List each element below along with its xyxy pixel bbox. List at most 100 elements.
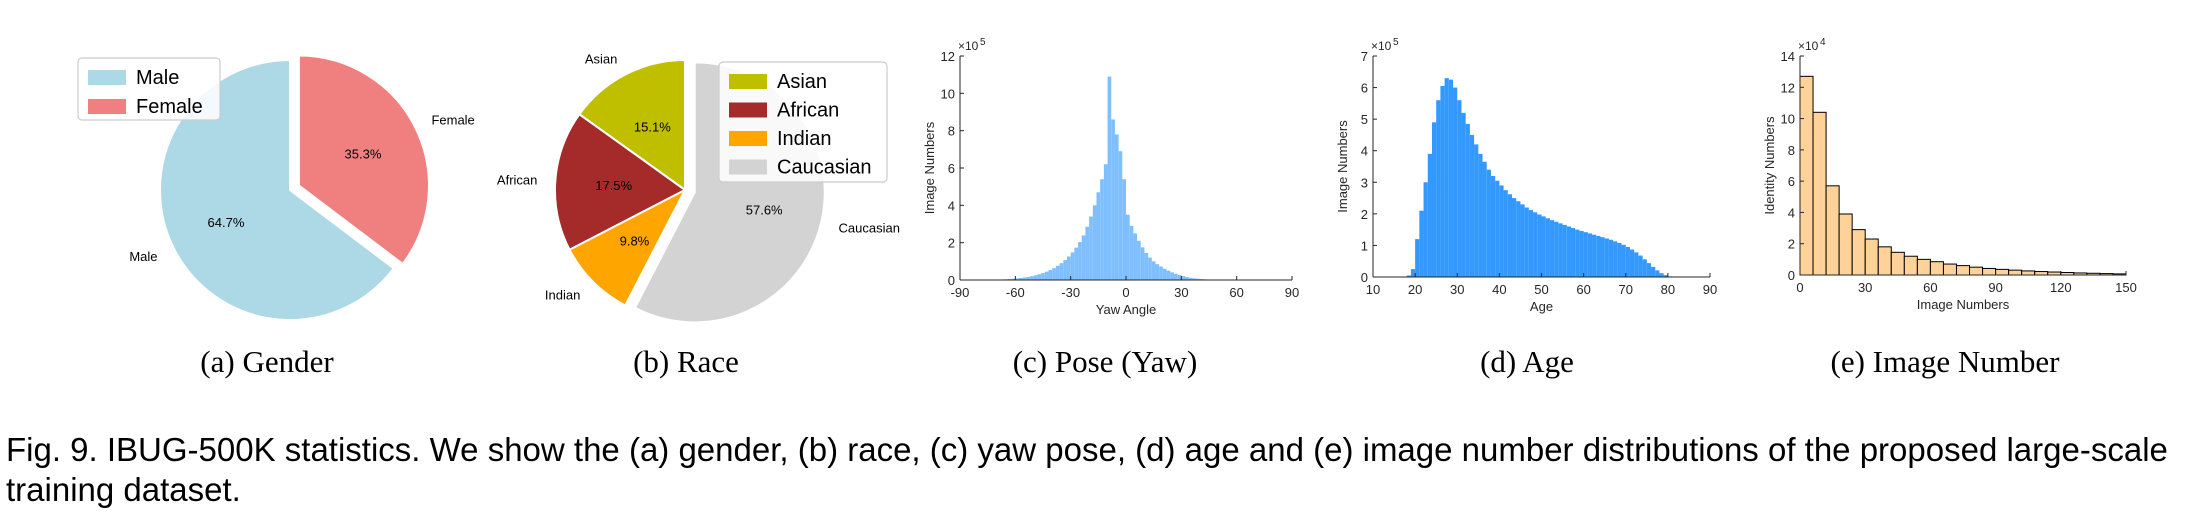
histogram-bar [1864,238,1879,276]
y-tick-label: 7 [1361,49,1368,64]
histogram-bar [1022,277,1027,280]
histogram-bar [1613,241,1618,277]
histogram-bar [1469,134,1475,277]
pie-chart-0: 64.7% Male 35.3% Female Male Female [77,54,475,321]
y-axis-multiplier: ×10 [1798,39,1819,53]
y-axis-exponent: 5 [1393,37,1399,48]
histogram-bar [1140,247,1145,280]
histogram-bar [1890,251,1905,276]
y-tick-label: 0 [1361,270,1368,285]
x-tick-label: 90 [1988,280,2002,295]
histogram-bar [1575,229,1580,277]
histogram-bar [1133,233,1138,280]
histogram-bar [1608,239,1614,277]
histogram-bar [1052,268,1056,280]
x-tick-label: 90 [1285,285,1299,300]
histogram-bar [1982,267,1997,276]
y-axis-title: Image Numbers [1335,120,1350,213]
histogram-bar [1148,257,1152,280]
pie-value-label-caucasian: 57.6% [746,202,783,217]
y-tick-label: 12 [941,49,955,64]
histogram-bar [1159,266,1163,280]
subcaption-pose: (c) Pose (Yaw) [1013,344,1198,379]
histogram-bar [1545,218,1550,277]
histogram-bar [1566,226,1571,277]
legend-swatch-male [88,70,126,85]
histogram-bar [1155,264,1160,280]
histogram-bar [1126,214,1130,280]
x-tick-label: 10 [1366,282,1380,297]
histogram-bar [1651,266,1656,277]
histogram-bar [1055,265,1060,280]
histogram-bar [1942,263,1957,276]
x-tick-label: -90 [951,285,970,300]
histogram-bar [1048,270,1053,280]
histogram-bar [1587,233,1593,277]
x-tick-label: 70 [1619,282,1633,297]
pie-slice-female [297,54,430,266]
pie-value-label-indian: 9.8% [620,234,650,249]
legend-swatch-indian [729,131,767,146]
y-tick-label: 4 [1361,144,1368,159]
histogram-bar [1415,239,1420,277]
histogram-bar [1118,151,1123,280]
histogram-bar [1629,249,1635,277]
x-tick-label: 0 [1796,280,1803,295]
legend-swatch-asian [729,74,767,89]
y-tick-label: 0 [1788,268,1795,283]
histogram-bar [1554,221,1559,277]
histogram-bar [1524,207,1529,277]
y-tick-label: 10 [941,86,955,101]
histogram-bar [1995,268,2010,276]
histogram-bar [1929,261,1944,276]
histogram-bar [1089,216,1093,280]
histogram-bar [1144,252,1149,280]
pie-value-label-asian: 15.1% [634,119,671,134]
histogram-bar [1537,214,1542,277]
x-tick-label: 40 [1492,282,1506,297]
histogram-bar [1642,259,1647,277]
histogram-bar [1799,75,1814,276]
x-axis-title: Age [1530,299,1553,314]
histogram-bar [1129,225,1134,280]
y-tick-label: 0 [948,273,955,288]
x-tick-label: 60 [1576,282,1590,297]
histogram-bar [1646,263,1652,277]
histogram-bar [1026,276,1031,280]
histogram-bar [1041,273,1045,280]
histogram-bar [1516,201,1521,277]
histogram-bar [1192,278,1197,280]
histogram-bar [1507,194,1513,277]
histogram-bar [1520,204,1525,277]
pie-slice-indian [568,187,688,307]
legend-swatch-african [729,102,767,118]
pie-category-label-african: African [497,172,537,187]
pie-value-label-female: 35.3% [345,147,382,162]
x-tick-label: 120 [2050,280,2072,295]
x-axis-title: Yaw Angle [1096,302,1156,317]
histogram-bar [1107,76,1112,281]
histogram-bar [1490,175,1496,277]
histogram-bar [1196,278,1200,280]
histogram-bar [1486,169,1491,277]
histogram-bar [1044,271,1049,280]
histogram-bar [1549,220,1555,277]
pie-category-label-male: Male [129,249,157,264]
x-tick-label: 80 [1661,282,1675,297]
histogram-bar [1078,242,1082,280]
legend-box [718,61,888,183]
histogram-bar [1478,153,1483,277]
y-tick-label: 12 [1781,80,1795,95]
histogram-bar [1453,87,1458,277]
y-tick-label: 6 [1788,174,1795,189]
histogram-bar [1427,153,1432,277]
legend-entry-african: African [777,100,839,122]
histogram-bar [1955,265,1971,276]
histogram-bar [1185,277,1189,280]
pie-category-label-caucasian: Caucasian [839,220,900,235]
pie-legend: Male Female [77,57,221,121]
histogram-bar [1173,273,1178,280]
histogram-bar [1177,274,1182,280]
histogram-bar [1059,263,1064,280]
